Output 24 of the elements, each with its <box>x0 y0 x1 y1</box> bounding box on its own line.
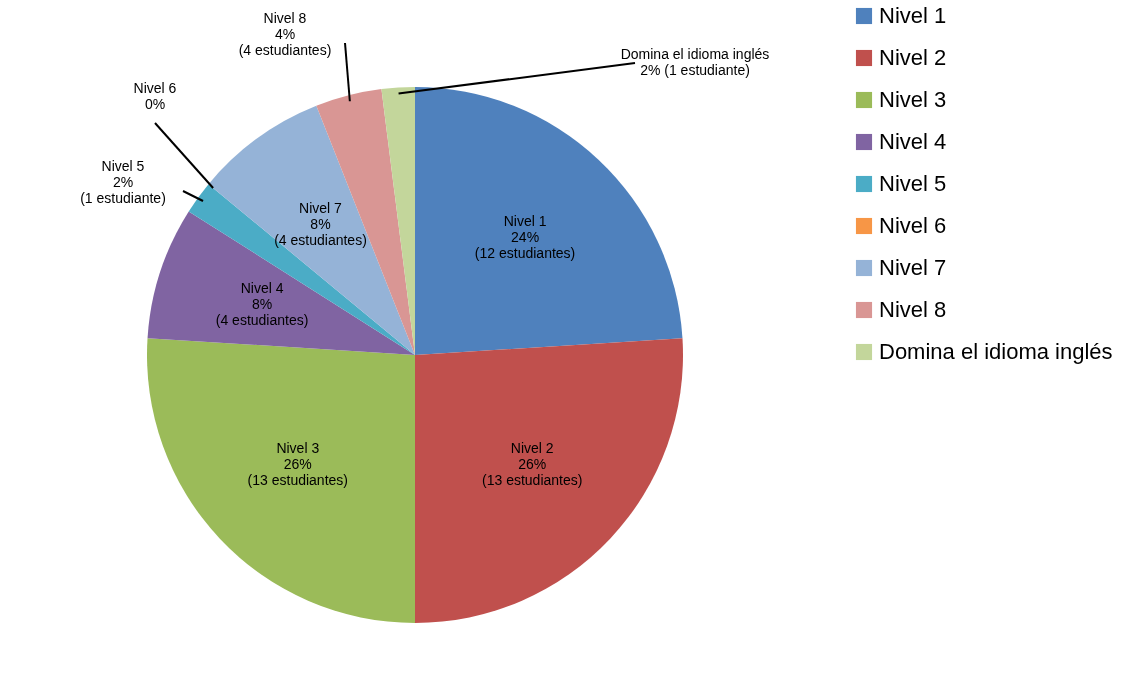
legend-label: Nivel 2 <box>879 45 947 70</box>
legend-label: Nivel 7 <box>879 255 947 280</box>
legend-label: Nivel 4 <box>879 129 947 154</box>
data-label: Nivel 8 4% (4 estudiantes) <box>238 10 332 58</box>
legend-label: Nivel 3 <box>879 87 947 112</box>
pie-slice <box>208 105 415 355</box>
data-label: Nivel 7 8% (4 estudiantes) <box>274 199 367 248</box>
data-label: Nivel 2 26% (13 estudiantes) <box>482 440 583 489</box>
text: Nivel 6 0% <box>133 80 177 112</box>
data-label: Nivel 5 2% (1 estudiante) <box>80 158 166 206</box>
data-label: Nivel 4 8% (4 estudiantes) <box>215 280 309 329</box>
legend-label: Nivel 1 <box>879 3 947 28</box>
legend-label: Domina el idioma inglés <box>879 339 1113 364</box>
pie-slice <box>415 87 683 355</box>
legend-label: Nivel 5 <box>879 171 947 196</box>
pie-slice <box>147 211 415 355</box>
data-label: Domina el idioma inglés 2% (1 estudiante) <box>620 46 770 78</box>
legend-label: Nivel 6 <box>879 213 947 238</box>
data-label: Nivel 1 24% (12 estudiantes) <box>474 212 576 261</box>
pie-slice <box>147 338 415 623</box>
data-label: Nivel 3 26% (13 estudiantes) <box>247 440 348 489</box>
legend-label: Nivel 8 <box>879 297 947 322</box>
pie-slice <box>188 184 415 355</box>
pie-slice <box>415 338 683 623</box>
